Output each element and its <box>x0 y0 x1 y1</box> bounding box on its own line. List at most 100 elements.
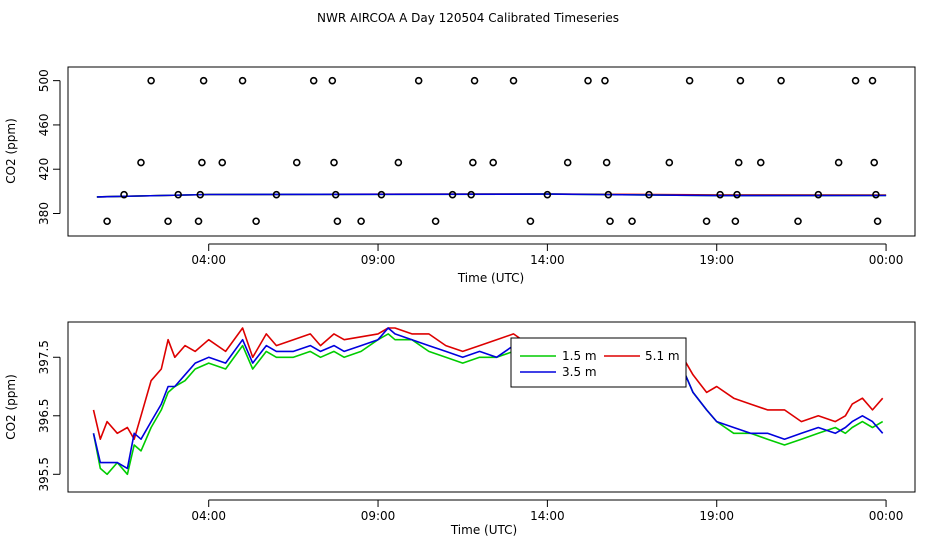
legend-label-5-1m: 5.1 m <box>645 349 680 363</box>
series-line-5-1-m <box>92 327 884 441</box>
data-point <box>645 190 653 199</box>
data-point <box>238 76 247 85</box>
data-point <box>602 158 611 167</box>
data-point <box>199 76 208 85</box>
data-point <box>814 190 823 199</box>
data-point <box>868 76 877 85</box>
x-tick-label: 19:00 <box>699 253 734 267</box>
series-line-3-5-m <box>96 193 887 198</box>
data-point <box>734 158 743 167</box>
data-point <box>467 190 475 199</box>
x-tick-label: 00:00 <box>869 253 904 267</box>
data-point <box>469 158 477 167</box>
data-point <box>601 76 609 85</box>
data-point <box>218 158 227 167</box>
data-point <box>252 217 260 226</box>
x-tick-label: 19:00 <box>699 509 734 523</box>
data-point <box>292 158 301 167</box>
y-tick-label: 396.5 <box>37 399 51 433</box>
y-tick-label: 500 <box>37 69 51 92</box>
data-point <box>584 76 592 85</box>
data-point <box>526 217 535 226</box>
y-tick-label: 460 <box>37 113 51 136</box>
y-axis-label-2: CO2 (ppm) <box>4 374 18 440</box>
data-point <box>328 76 337 85</box>
data-point <box>509 76 518 85</box>
data-point <box>794 217 802 226</box>
data-point <box>489 158 497 167</box>
data-point <box>309 76 318 85</box>
data-point <box>414 76 423 85</box>
data-point <box>870 158 879 167</box>
data-point <box>604 190 613 199</box>
y-tick-label: 420 <box>37 158 51 181</box>
x-axis-label-2: Time (UTC) <box>450 523 517 537</box>
data-point <box>330 158 338 167</box>
data-point <box>196 190 205 199</box>
data-point <box>628 217 636 226</box>
series-lines-2 <box>92 327 884 476</box>
data-point <box>357 217 365 226</box>
x-tick-label: 04:00 <box>191 253 226 267</box>
x-tick-label: 04:00 <box>191 509 226 523</box>
data-point <box>851 76 860 85</box>
data-point <box>333 217 342 226</box>
x-axis-label-1: Time (UTC) <box>457 271 524 285</box>
x-tick-label: 00:00 <box>869 509 904 523</box>
series-line-3-5-m <box>92 327 884 470</box>
data-point <box>777 76 785 85</box>
data-point <box>394 158 403 167</box>
y-tick-label: 397.5 <box>37 340 51 374</box>
legend-box <box>510 337 687 388</box>
data-point <box>716 190 724 199</box>
y-tick-label: 380 <box>37 202 51 225</box>
data-point <box>834 158 843 167</box>
data-point <box>147 76 155 85</box>
data-point <box>174 190 183 199</box>
data-point <box>606 217 614 226</box>
plot-frame-2 <box>67 321 916 493</box>
data-point <box>120 190 128 199</box>
x-tick-label: 09:00 <box>361 509 396 523</box>
data-point <box>331 190 340 199</box>
data-point <box>702 217 711 226</box>
data-point <box>733 190 741 199</box>
data-points-1 <box>103 76 882 226</box>
series-line-1-5-m <box>92 333 884 476</box>
y-tick-label: 395.5 <box>37 457 51 491</box>
data-point <box>731 217 740 226</box>
y-axis-label-1: CO2 (ppm) <box>4 118 18 184</box>
data-point <box>563 158 572 167</box>
data-point <box>164 217 172 226</box>
data-point <box>872 190 880 199</box>
legend-label-3-5m: 3.5 m <box>562 365 597 379</box>
x-tick-label: 09:00 <box>361 253 396 267</box>
data-point <box>431 217 440 226</box>
x-tick-label: 14:00 <box>530 253 565 267</box>
data-point <box>272 190 281 199</box>
data-point <box>470 76 479 85</box>
data-point <box>198 158 206 167</box>
data-point <box>103 217 111 226</box>
data-point <box>543 190 552 199</box>
data-point <box>665 158 674 167</box>
axes-1: 04:00 09:00 14:00 19:00 00:00 380 420 460 500 <box>37 69 903 267</box>
data-point <box>194 217 203 226</box>
data-point <box>873 217 882 226</box>
chart-title: NWR AIRCOA A Day 120504 Calibrated Times… <box>317 11 619 25</box>
data-point <box>137 158 145 167</box>
plot-frame-1 <box>67 66 916 237</box>
data-point <box>685 76 694 85</box>
data-point <box>736 76 745 85</box>
data-point <box>377 190 386 199</box>
data-point <box>448 190 457 199</box>
legend-label-1-5m: 1.5 m <box>562 349 597 363</box>
axes-2: 04:00 09:00 14:00 19:00 00:00 395.5 396.5 397.5 <box>37 340 903 523</box>
legend: 1.5 m 3.5 m 5.1 m <box>510 337 687 388</box>
data-point <box>756 158 765 167</box>
x-tick-label: 14:00 <box>530 509 565 523</box>
co2-timeseries-panel-2: 04:00 09:00 14:00 19:00 00:00 395.5 396.5 397.5… <box>4 321 916 537</box>
co2-timeseries-panel-1: 04:00 09:00 14:00 19:00 00:00 380 420 460 500 Ti… <box>4 66 916 285</box>
series-lines-1 <box>96 193 887 198</box>
